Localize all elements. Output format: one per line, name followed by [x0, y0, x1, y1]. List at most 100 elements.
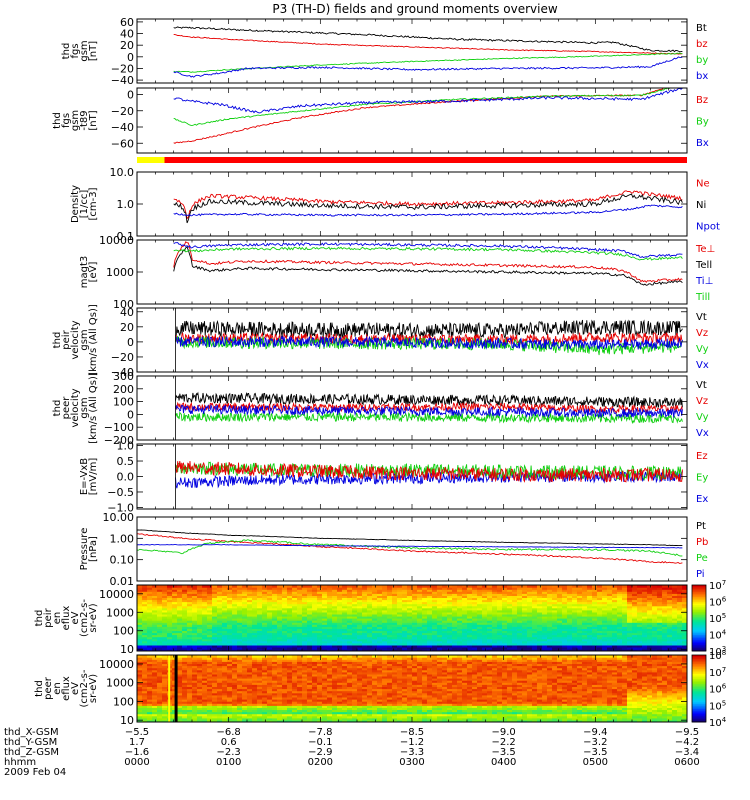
spectrogram-cell: [217, 603, 223, 607]
spectrogram-cell: [452, 646, 458, 650]
spectrogram-cell: [157, 669, 163, 673]
spectrogram-cell: [277, 591, 283, 594]
spectrogram-cell: [287, 601, 293, 605]
spectrogram-cell: [202, 648, 208, 651]
y-axis-label: [km/s (All Qs)]: [88, 304, 99, 376]
spectrogram-cell: [237, 597, 243, 601]
spectrogram-cell: [392, 618, 398, 621]
spectrogram-cell: [642, 636, 648, 640]
spectrogram-cell: [472, 644, 478, 648]
spectrogram-cell: [662, 605, 668, 609]
spectrogram-cell: [522, 632, 528, 636]
spectrogram-cell: [462, 632, 468, 636]
spectrogram-cell: [137, 717, 143, 721]
spectrogram-cell: [207, 688, 213, 692]
spectrogram-cell: [332, 636, 338, 640]
spectrogram-cell: [517, 630, 523, 634]
spectrogram-cell: [242, 591, 248, 594]
spectrogram-cell: [437, 628, 443, 631]
spectrogram-cell: [592, 591, 598, 594]
spectrogram-cell: [482, 618, 488, 621]
spectrogram-cell: [577, 585, 583, 588]
spectrogram-cell: [437, 587, 443, 590]
spectrogram-cell: [307, 607, 313, 611]
spectrogram-cell: [202, 715, 208, 719]
spectrogram-cell: [477, 609, 483, 613]
spectrogram-cell: [662, 589, 668, 592]
spectrogram-cell: [352, 597, 358, 601]
spectrogram-cell: [282, 640, 288, 644]
spectrogram-cell: [212, 688, 218, 692]
colorbar-step: [692, 644, 706, 647]
spectrogram-cell: [532, 591, 538, 594]
spectrogram-cell: [462, 642, 468, 646]
spectrogram-cell: [577, 640, 583, 644]
spectrogram-cell: [212, 632, 218, 636]
spectrogram-cell: [282, 591, 288, 594]
spectrogram-cell: [257, 646, 263, 650]
spectrogram-cell: [652, 607, 658, 611]
spectrogram-cell: [602, 642, 608, 646]
spectrogram-cell: [192, 671, 198, 675]
spectrogram-cell: [227, 634, 233, 638]
spectrogram-cell: [212, 682, 218, 685]
spectrogram-cell: [607, 634, 613, 638]
spectrogram-cell: [187, 705, 193, 708]
spectrogram-cell: [597, 638, 603, 642]
spectrogram-cell: [212, 599, 218, 603]
spectrogram-cell: [597, 648, 603, 651]
spectrogram-cell: [192, 589, 198, 592]
spectrogram-cell: [482, 589, 488, 592]
spectrogram-cell: [372, 620, 378, 623]
spectrogram-cell: [217, 673, 223, 677]
spectrogram-cell: [542, 585, 548, 588]
spectrogram-cell: [497, 595, 503, 598]
spectrogram-cell: [412, 595, 418, 598]
spectrogram-cell: [272, 611, 278, 615]
spectrogram-cell: [547, 585, 553, 588]
spectrogram-cell: [592, 599, 598, 603]
spectrogram-cell: [252, 603, 258, 607]
spectrogram-cell: [152, 696, 158, 700]
spectrogram-cell: [642, 611, 648, 615]
spectrogram-cell: [252, 618, 258, 621]
series-0-line: [175, 391, 683, 410]
spectrogram-cell: [517, 599, 523, 603]
spectrogram-cell: [637, 642, 643, 646]
spectrogram-cell: [607, 613, 613, 617]
spectrogram-cell: [587, 622, 593, 625]
spectrogram-cell: [277, 589, 283, 592]
spectrogram-cell: [207, 701, 213, 704]
spectrogram-cell: [572, 630, 578, 634]
spectrogram-cell: [517, 620, 523, 623]
spectrogram-cell: [572, 628, 578, 631]
spectrogram-cell: [437, 595, 443, 598]
spectrogram-cell: [532, 601, 538, 605]
spectrogram-cell: [187, 622, 193, 625]
spectrogram-cell: [282, 624, 288, 627]
spectrogram-cell: [327, 620, 333, 623]
spectrogram-cell: [462, 624, 468, 627]
spectrogram-cell: [177, 609, 183, 613]
spectrogram-cell: [212, 626, 218, 629]
spectrogram-cell: [447, 607, 453, 611]
spectrogram-cell: [437, 644, 443, 648]
spectrogram-cell: [352, 611, 358, 615]
spectrogram-cell: [407, 622, 413, 625]
spectrogram-cell: [247, 618, 253, 621]
spectrogram-cell: [447, 640, 453, 644]
spectrogram-cell: [277, 599, 283, 603]
spectrogram-cell: [377, 638, 383, 642]
spectrogram-cell: [537, 626, 543, 629]
spectrogram-cell: [177, 680, 183, 683]
spectrogram-cell: [207, 717, 213, 721]
spectrogram-cell: [197, 673, 203, 677]
spectrogram-cell: [597, 640, 603, 644]
spectrogram-cell: [242, 626, 248, 629]
spectrogram-cell: [672, 648, 678, 651]
spectrogram-cell: [682, 613, 687, 617]
spectrogram-cell: [177, 694, 183, 698]
spectrogram-cell: [592, 644, 598, 648]
spectrogram-cell: [327, 648, 333, 651]
spectrogram-cell: [287, 607, 293, 611]
